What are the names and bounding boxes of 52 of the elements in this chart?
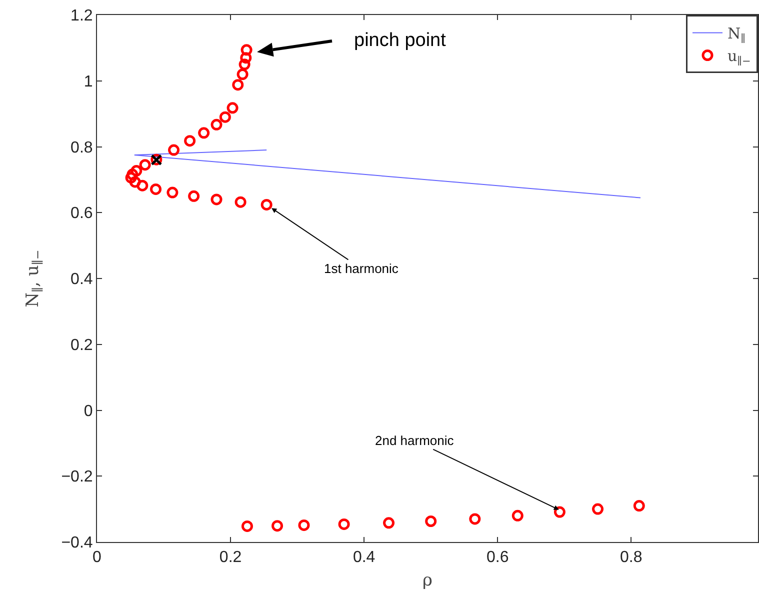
- point: [469, 513, 481, 525]
- y-tick-label: −0.4: [61, 534, 93, 552]
- annotation: 1st harmonic: [324, 261, 399, 276]
- point: [272, 520, 284, 532]
- point: [210, 118, 222, 130]
- x-tick-label: 0.8: [620, 549, 642, 566]
- point: [592, 503, 604, 515]
- x-tick-label: 0.2: [219, 549, 242, 566]
- point: [425, 516, 437, 527]
- annotation: 2nd harmonic: [375, 433, 454, 448]
- point: [338, 518, 350, 530]
- point: [298, 519, 310, 531]
- point: [234, 196, 246, 208]
- point: [136, 180, 148, 192]
- legend-label: N$_{∥}$: [728, 24, 746, 45]
- point: [139, 159, 151, 171]
- point: [130, 165, 142, 177]
- y-tick-label: 0.2: [70, 336, 93, 354]
- point: [260, 198, 272, 210]
- point: [184, 135, 196, 147]
- x-tick-label: 0.4: [352, 549, 376, 566]
- x-tick-label: 0.6: [486, 549, 509, 566]
- point: [241, 520, 253, 532]
- x-axis-title: ρ: [422, 570, 432, 591]
- point: [240, 44, 252, 56]
- legend-label: u$_{∥−}$: [728, 47, 751, 68]
- y-tick-label: 0.6: [70, 205, 93, 222]
- y-tick-label: 1.2: [70, 8, 93, 25]
- y-tick-label: 0: [84, 402, 93, 420]
- y-tick-label: −0.2: [61, 468, 93, 486]
- point: [633, 500, 645, 512]
- y-tick-label: 0.8: [70, 139, 93, 156]
- point: [383, 517, 395, 529]
- annotation: pinch point: [354, 30, 447, 51]
- point: [188, 190, 200, 202]
- point: [125, 172, 137, 184]
- point: [236, 68, 248, 80]
- y-tick-label: 0.4: [70, 271, 93, 288]
- y-tick-label: 1: [84, 73, 93, 90]
- point: [129, 176, 141, 188]
- point: [168, 144, 180, 156]
- point: [554, 506, 566, 518]
- point: [226, 102, 238, 114]
- point: [232, 79, 244, 91]
- point: [240, 52, 252, 64]
- point: [150, 183, 162, 195]
- point: [512, 510, 524, 522]
- point: [219, 111, 231, 123]
- point: [210, 194, 222, 206]
- point: [238, 58, 250, 70]
- point: [166, 186, 178, 198]
- point: [198, 127, 210, 139]
